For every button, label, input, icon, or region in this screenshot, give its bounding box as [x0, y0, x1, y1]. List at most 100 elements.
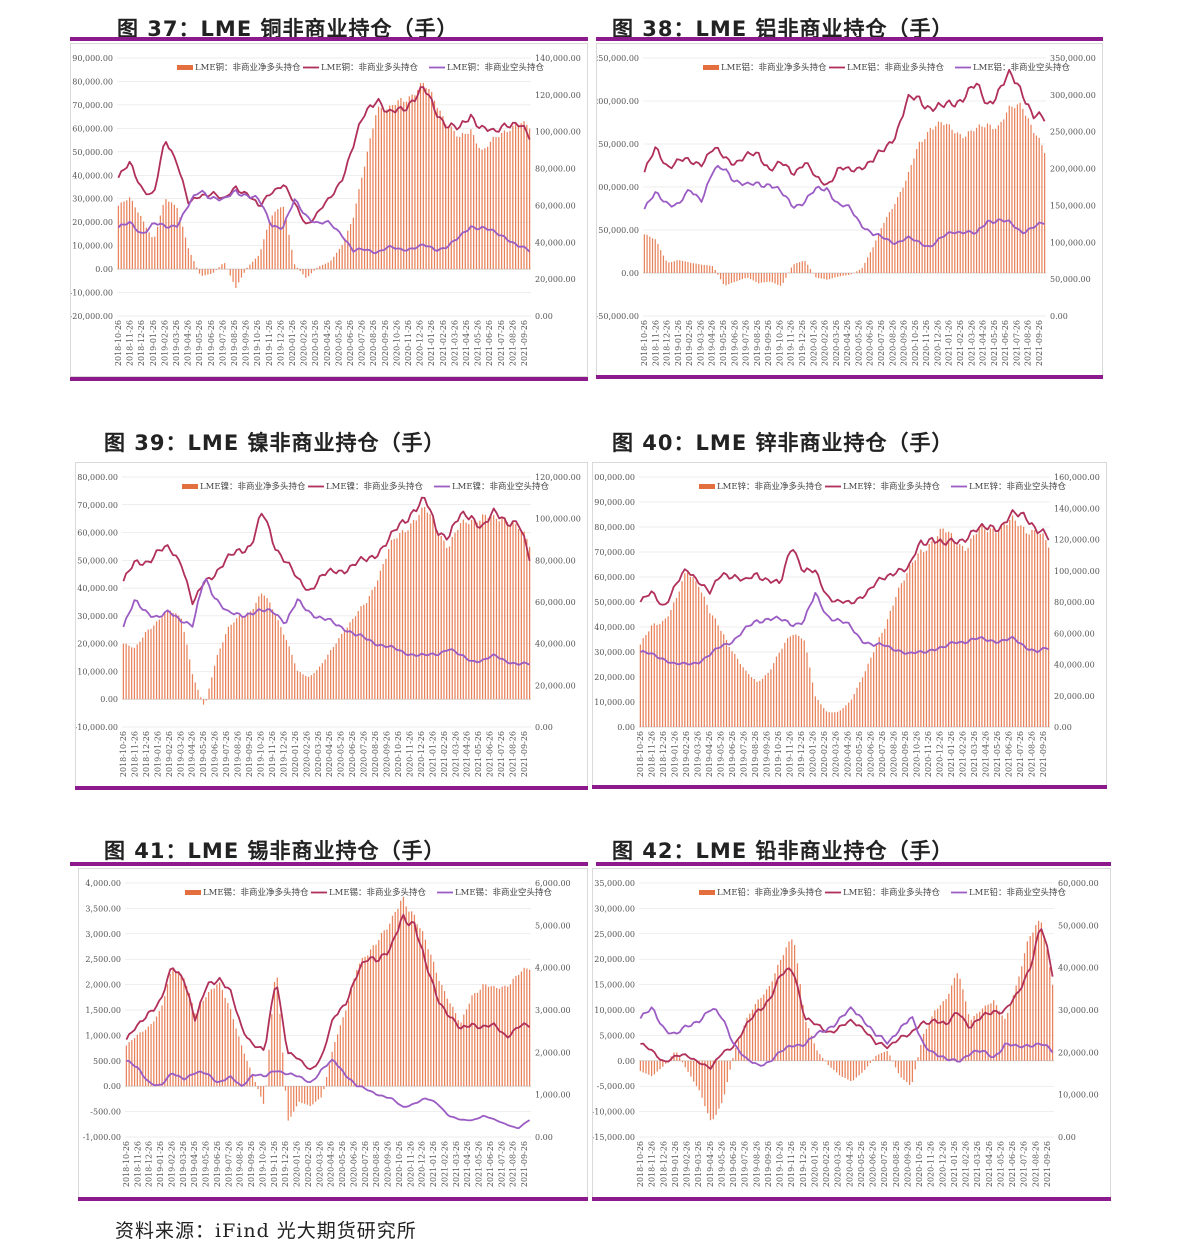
- right-tick-label: 60,000.00: [535, 598, 576, 607]
- net-long-bar: [1000, 121, 1002, 273]
- right-tick-label: 60,000.00: [1054, 629, 1095, 638]
- x-tick-label: 2019-08-26: [752, 1141, 761, 1187]
- right-tick-label: 250,000.00: [1050, 128, 1096, 137]
- net-long-bar: [883, 1051, 885, 1061]
- x-tick-label: 2021-06-26: [1001, 320, 1010, 366]
- x-tick-label: 2019-06-26: [211, 731, 220, 777]
- legend-label: LME镍：非商业多头持仓: [326, 481, 424, 492]
- net-long-bar: [428, 88, 430, 270]
- legend-swatch-net: [699, 890, 715, 895]
- net-long-bar: [437, 534, 440, 700]
- net-long-bar: [967, 131, 970, 273]
- x-tick-label: 2021-01-26: [947, 731, 956, 777]
- net-long-bar: [956, 545, 958, 727]
- net-long-bar: [363, 604, 365, 700]
- net-long-bar: [208, 688, 210, 700]
- chart-panel-38: 250,000.00 200,000.00 150,000.00 100,000.00…: [596, 43, 1103, 377]
- net-long-bar: [867, 663, 869, 727]
- net-long-bar: [144, 631, 147, 700]
- legend-label: LME铜：非商业空头持仓: [447, 62, 545, 73]
- net-long-bar: [177, 972, 180, 1087]
- net-long-bar: [484, 514, 487, 700]
- net-long-bar: [964, 550, 966, 727]
- right-tick-label: 120,000.00: [535, 473, 581, 482]
- net-long-bar: [298, 1086, 300, 1102]
- right-tick-label: 50,000.00: [1058, 921, 1099, 930]
- net-long-bar: [338, 248, 341, 270]
- net-long-bar: [246, 1060, 248, 1087]
- net-long-bar: [317, 1086, 320, 1100]
- net-long-bar: [668, 262, 670, 273]
- net-long-bar: [718, 1060, 720, 1109]
- net-long-bar: [786, 638, 789, 727]
- net-long-bar: [864, 1060, 866, 1070]
- net-long-bar: [382, 563, 384, 700]
- net-long-bar: [509, 130, 511, 270]
- net-long-bar: [229, 1009, 232, 1087]
- net-long-bar: [721, 1060, 723, 1104]
- net-long-bar: [765, 989, 768, 1061]
- net-long-bar: [319, 266, 321, 270]
- x-tick-label: 2021-05-26: [474, 731, 483, 777]
- net-long-bar: [1035, 925, 1037, 1061]
- net-long-bar: [430, 954, 432, 1087]
- net-long-bar: [224, 997, 226, 1087]
- right-tick-label: 1,000.00: [535, 1091, 571, 1100]
- x-tick-label: 2020-08-26: [892, 1141, 901, 1187]
- net-long-bar: [870, 657, 872, 727]
- net-long-bar: [375, 944, 377, 1087]
- right-tick-label: 80,000.00: [535, 556, 576, 565]
- net-long-bar: [889, 610, 891, 727]
- net-long-bar: [943, 125, 945, 274]
- x-tick-label: 2019-10-26: [258, 1141, 267, 1187]
- net-long-bar: [523, 121, 525, 270]
- x-tick-label: 2019-05-26: [199, 731, 208, 777]
- net-long-bar: [432, 961, 435, 1087]
- net-long-bar: [1026, 941, 1028, 1061]
- x-tick-label: 2021-06-26: [486, 731, 495, 777]
- net-long-bar: [989, 528, 991, 727]
- net-long-bar: [493, 514, 495, 700]
- net-long-bar: [179, 217, 181, 270]
- net-long-bar: [200, 697, 202, 700]
- x-tick-label: 2021-06-26: [485, 320, 494, 366]
- net-long-bar: [939, 528, 941, 727]
- x-tick-label: 2019-11-26: [786, 731, 795, 777]
- net-long-bar: [134, 207, 136, 270]
- x-tick-label: 2020-06-26: [349, 1141, 358, 1187]
- net-long-bar: [807, 264, 809, 273]
- x-tick-label: 2021-04-26: [981, 731, 990, 777]
- chart-panel-42: 35,000.00 30,000.00 25,000.00 20,000.00 15,0…: [592, 868, 1111, 1198]
- short-position-line: [640, 591, 1049, 666]
- net-long-bar: [1041, 145, 1043, 273]
- legend-swatch-net: [185, 890, 201, 895]
- right-tick-label: 300,000.00: [1050, 91, 1096, 100]
- net-long-bar: [452, 1006, 454, 1087]
- net-long-bar: [905, 180, 907, 273]
- chart-panel-37: 90,000.00 80,000.00 70,000.00 60,000.00 50,0…: [70, 43, 588, 377]
- net-long-bar: [973, 535, 975, 727]
- left-tick-label: 500.00: [93, 1057, 121, 1066]
- net-long-bar: [288, 234, 290, 270]
- net-long-bar: [1000, 525, 1003, 727]
- net-long-bar: [294, 663, 296, 700]
- net-long-bar: [773, 663, 775, 727]
- net-long-bar: [889, 1055, 891, 1061]
- net-long-bar: [125, 1045, 127, 1087]
- net-long-bar: [158, 619, 160, 700]
- x-tick-label: 2018-11-26: [133, 1141, 142, 1187]
- x-tick-label: 2020-01-26: [291, 731, 300, 777]
- x-tick-label: 2021-04-26: [985, 1141, 994, 1187]
- net-long-bar: [213, 665, 216, 700]
- net-long-bar: [990, 1003, 992, 1061]
- net-long-bar: [670, 609, 672, 727]
- legend-label: LME铅：非商业空头持仓: [969, 887, 1067, 898]
- net-long-bar: [487, 518, 489, 700]
- x-tick-label: 2021-07-26: [497, 1141, 506, 1187]
- net-long-bar: [729, 1060, 731, 1070]
- net-long-bar: [715, 1060, 717, 1115]
- net-long-bar: [826, 273, 828, 280]
- net-long-bar: [653, 623, 655, 727]
- legend-label: LME铝：非商业空头持仓: [973, 62, 1071, 73]
- net-long-bar: [468, 524, 470, 700]
